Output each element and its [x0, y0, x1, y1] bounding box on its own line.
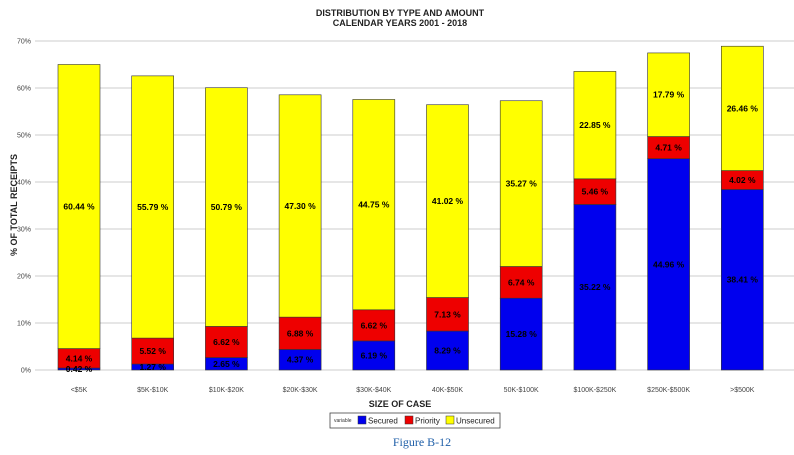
data-label-priority-5k-10k: 5.52 % — [139, 346, 166, 356]
data-label-priority-100k-250k: 5.46 % — [582, 187, 609, 197]
data-label-unsecured-100k-250k: 22.85 % — [579, 120, 611, 130]
data-label-priority-500k: 4.02 % — [729, 175, 756, 185]
bar-secured-40k-50k — [426, 330, 469, 371]
data-label-secured-20k-30k: 4.37 % — [287, 355, 314, 365]
bar-unsecured-250k-500k — [647, 52, 690, 137]
bar-priority-30k-40k — [352, 309, 396, 342]
bar-priority-10k-20k — [205, 326, 248, 358]
data-label-priority-30k-40k: 6.62 % — [361, 320, 388, 330]
data-label-secured-50k-100k: 15.28 % — [506, 329, 538, 339]
bar-priority-40k-50k — [426, 297, 469, 332]
data-label-priority-10k-20k: 6.62 % — [213, 337, 240, 347]
data-label-priority-40k-50k: 7.13 % — [434, 309, 461, 319]
bar-unsecured-20k-30k — [278, 94, 322, 318]
legend-box — [329, 412, 501, 429]
x-tick-label: $10K-$20K — [209, 387, 244, 394]
y-tick-label: 20% — [17, 274, 31, 281]
bars — [57, 45, 764, 371]
figure-caption: Figure B-12 — [393, 435, 451, 449]
x-tick-label: <$5K — [71, 387, 88, 394]
legend: variable Secured Priority Unsecured — [329, 412, 501, 429]
data-label-unsecured-5k: 60.44 % — [63, 202, 95, 212]
data-label-priority-20k-30k: 6.88 % — [287, 328, 314, 338]
y-tick-label: 50% — [17, 133, 31, 140]
data-label-unsecured-10k-20k: 50.79 % — [211, 202, 243, 212]
bar-secured-50k-100k — [499, 297, 543, 371]
x-tick-label: 40K-$50K — [432, 387, 463, 394]
y-tick-label: 0% — [21, 368, 31, 375]
data-label-unsecured-20k-30k: 47.30 % — [284, 201, 316, 211]
bar-unsecured-30k-40k — [352, 99, 396, 311]
legend-label-secured: Secured — [368, 417, 398, 426]
bar-unsecured-50k-100k — [499, 100, 543, 267]
x-tick-label: $30K-$40K — [356, 387, 391, 394]
legend-swatch-priority — [404, 415, 414, 425]
bar-secured-500k — [720, 189, 764, 371]
x-tick-label: $20K-$30K — [283, 387, 318, 394]
data-label-secured-100k-250k: 35.22 % — [579, 282, 611, 292]
chart-title-line-1: DISTRIBUTION BY TYPE AND AMOUNT — [316, 8, 485, 18]
legend-title: variable — [334, 418, 352, 424]
bar-secured-100k-250k — [573, 204, 617, 371]
data-label-secured-500k: 38.41 % — [727, 275, 759, 285]
y-tick-label: 40% — [17, 180, 31, 187]
data-label-secured-5k-10k: 1.27 % — [139, 362, 166, 372]
bar-unsecured-40k-50k — [426, 104, 469, 298]
data-labels: 0.42 %4.14 % 60.44 % 1.27 % 5.52 % 55.79 % 2.… — [63, 90, 758, 374]
y-tick-label: 30% — [17, 227, 31, 234]
data-label-priority-5k: 4.14 % — [66, 353, 93, 363]
data-label-unsecured-50k-100k: 35.27 % — [506, 179, 538, 189]
x-axis-title: SIZE OF CASE — [369, 399, 432, 409]
data-label-secured-40k-50k: 8.29 % — [434, 346, 461, 356]
y-tick-label: 60% — [17, 86, 31, 93]
bar-priority-50k-100k — [499, 266, 543, 299]
data-label-unsecured-250k-500k: 17.79 % — [653, 90, 685, 100]
y-tick-label: 10% — [17, 321, 31, 328]
x-tick-label: 50K-$100K — [504, 387, 539, 394]
x-axis-ticks: <$5K $5K-$10K $10K-$20K $20K-$30K $30K-$40K 4… — [71, 387, 755, 394]
x-tick-label: $100K-$250K — [573, 387, 616, 394]
data-label-secured-30k-40k: 6.19 % — [361, 350, 388, 360]
legend-label-unsecured: Unsecured — [456, 417, 495, 426]
data-label-unsecured-40k-50k: 41.02 % — [432, 196, 464, 206]
bar-priority-100k-250k — [573, 178, 617, 205]
legend-label-priority: Priority — [415, 417, 440, 426]
data-label-unsecured-500k: 26.46 % — [727, 103, 759, 113]
bar-secured-250k-500k — [647, 158, 690, 371]
bar-unsecured-5k-10k — [131, 75, 174, 339]
y-tick-label: 70% — [17, 39, 31, 46]
data-label-unsecured-5k-10k: 55.79 % — [137, 202, 169, 212]
x-tick-label: $5K-$10K — [137, 387, 168, 394]
y-axis-ticks: 0% 10% 20% 30% 40% 50% 60% 70% — [17, 39, 31, 375]
chart-title-line-2: CALENDAR YEARS 2001 - 2018 — [333, 18, 467, 28]
data-label-unsecured-30k-40k: 44.75 % — [358, 200, 390, 210]
bar-unsecured-5k — [57, 64, 101, 349]
data-label-secured-5k: 0.42 % — [66, 364, 93, 374]
y-axis-title: % OF TOTAL RECEIPTS — [9, 154, 19, 256]
bar-unsecured-100k-250k — [573, 71, 617, 180]
data-label-secured-10k-20k: 2.65 % — [213, 359, 240, 369]
bar-unsecured-10k-20k — [205, 87, 248, 327]
legend-swatch-unsecured — [445, 415, 455, 425]
data-label-secured-250k-500k: 44.96 % — [653, 259, 685, 269]
legend-swatch-secured — [357, 415, 367, 425]
bar-unsecured-500k — [720, 45, 764, 171]
data-label-priority-250k-500k: 4.71 % — [655, 143, 682, 153]
x-tick-label: $250K-$500K — [647, 387, 690, 394]
bar-secured-30k-40k — [352, 340, 396, 371]
bar-priority-5k-10k — [131, 337, 174, 365]
x-tick-label: >$500K — [730, 387, 755, 394]
data-label-priority-50k-100k: 6.74 % — [508, 277, 535, 287]
